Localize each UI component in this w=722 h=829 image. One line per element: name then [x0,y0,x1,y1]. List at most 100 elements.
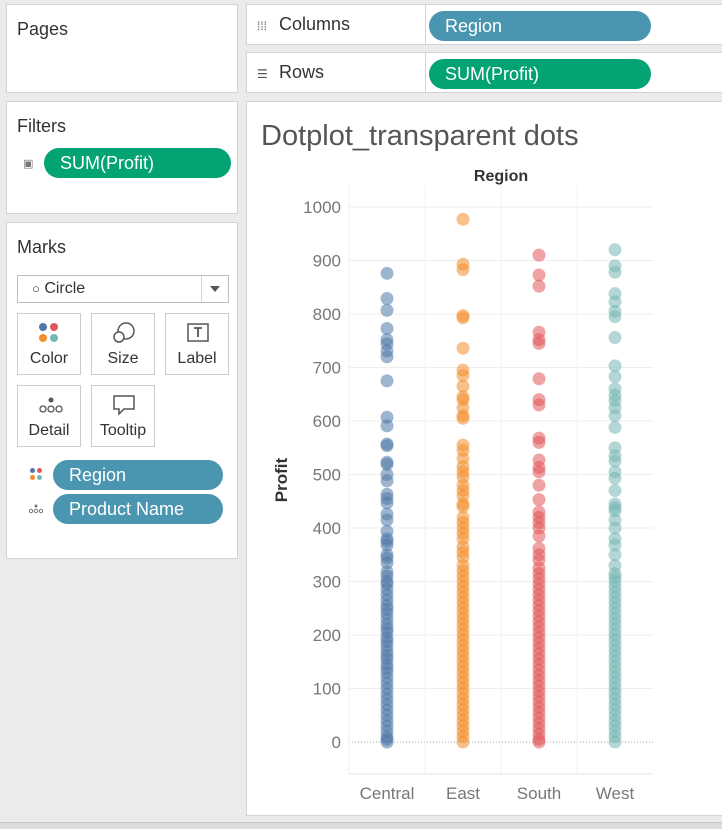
data-point[interactable] [608,538,622,552]
data-point[interactable] [380,439,394,453]
data-point[interactable] [380,513,394,527]
color-button[interactable]: Color [17,313,81,375]
data-point[interactable] [532,529,546,543]
data-point[interactable] [608,454,622,468]
data-point[interactable] [380,419,394,433]
data-point[interactable] [456,369,470,383]
y-tick-label: 600 [313,412,341,431]
data-point[interactable] [532,493,546,507]
data-point[interactable] [380,538,394,552]
size-icon [113,322,135,343]
tooltip-icon [113,395,135,416]
data-point[interactable] [608,420,622,434]
columns-icon: ⁞⁞⁞ [257,19,268,33]
columns-pill-region[interactable]: Region [429,11,651,41]
pages-title: Pages [17,19,69,39]
rows-shelf-label: ☰ Rows [257,62,325,82]
data-point[interactable] [608,243,622,257]
data-point[interactable] [456,379,470,393]
y-axis-label: Profit [272,457,291,502]
data-point[interactable] [608,504,622,518]
marks-field-region[interactable]: Region [53,460,223,490]
y-tick-label: 700 [313,359,341,378]
data-point[interactable] [380,266,394,280]
chart-title: Dotplot_transparent dots [261,120,579,152]
data-point[interactable] [608,471,622,485]
x-tick-label: West [596,784,635,803]
label-button[interactable]: Label [165,313,229,375]
data-point[interactable] [532,372,546,386]
chevron-down-icon[interactable] [201,276,228,302]
y-tick-label: 1000 [303,198,341,217]
marks-field-product-name[interactable]: Product Name [53,494,223,524]
data-point[interactable] [456,411,470,425]
data-point[interactable] [608,310,622,324]
data-point[interactable] [608,370,622,384]
dotplot-chart[interactable]: 0 100 200 300 400 500 600 700 800 900 1000 Profit Ce… [247,102,722,814]
pages-card[interactable]: Pages [6,4,238,93]
text-label-icon [187,323,209,342]
data-point[interactable] [608,265,622,279]
series-east [456,212,470,749]
series-west [608,243,622,749]
data-point[interactable] [608,484,622,498]
data-point[interactable] [380,457,394,471]
data-point[interactable] [456,500,470,514]
data-point[interactable] [608,521,622,535]
data-point[interactable] [380,735,394,749]
rows-pill-profit[interactable]: SUM(Profit) [429,59,651,89]
data-point[interactable] [608,295,622,309]
data-point[interactable] [532,398,546,412]
filters-card[interactable]: Filters ▣ SUM(Profit) [6,101,238,214]
tooltip-button-label: Tooltip [99,422,147,439]
color-button-label: Color [29,350,69,367]
data-point[interactable] [380,350,394,364]
data-point[interactable] [532,336,546,350]
data-point[interactable] [380,321,394,335]
tooltip-button[interactable]: Tooltip [91,385,155,447]
data-point[interactable] [608,735,622,749]
data-point[interactable] [532,268,546,282]
data-point[interactable] [456,341,470,355]
data-point[interactable] [532,478,546,492]
data-point[interactable] [380,303,394,317]
data-point[interactable] [380,374,394,388]
data-point[interactable] [456,212,470,226]
y-tick-label: 400 [313,519,341,538]
label-button-label: Label [177,350,217,367]
status-bar [0,822,722,829]
columns-shelf[interactable]: ⁞⁞⁞ Columns Region [246,4,722,45]
data-point[interactable] [456,735,470,749]
mark-type-value: Circle [44,280,86,297]
data-point[interactable] [532,735,546,749]
y-tick-label: 0 [332,733,341,752]
detail-button[interactable]: Detail [17,385,81,447]
marks-card: Marks ○ Circle Color Size Label Detai [6,222,238,559]
data-point[interactable] [380,556,394,570]
data-point[interactable] [456,311,470,325]
rows-icon: ☰ [257,67,268,81]
data-point[interactable] [380,496,394,510]
data-point[interactable] [608,548,622,562]
x-tick-label: Central [360,784,415,803]
series-central [380,266,394,749]
column-header-region: Region [473,168,529,185]
data-point[interactable] [608,359,622,373]
data-point[interactable] [532,435,546,449]
size-button[interactable]: Size [91,313,155,375]
mark-type-dropdown[interactable]: ○ Circle [17,275,229,303]
data-point[interactable] [380,474,394,488]
x-tick-label: East [446,784,480,803]
data-point[interactable] [608,331,622,345]
filters-title: Filters [17,116,66,136]
data-point[interactable] [608,409,622,423]
data-point[interactable] [456,263,470,277]
rows-shelf[interactable]: ☰ Rows SUM(Profit) [246,52,722,93]
data-point[interactable] [380,291,394,305]
filter-pill-profit[interactable]: SUM(Profit) [44,148,231,178]
marks-title: Marks [17,237,66,257]
data-point[interactable] [532,248,546,262]
data-point[interactable] [532,279,546,293]
data-point[interactable] [532,465,546,479]
y-tick-label: 900 [313,252,341,271]
